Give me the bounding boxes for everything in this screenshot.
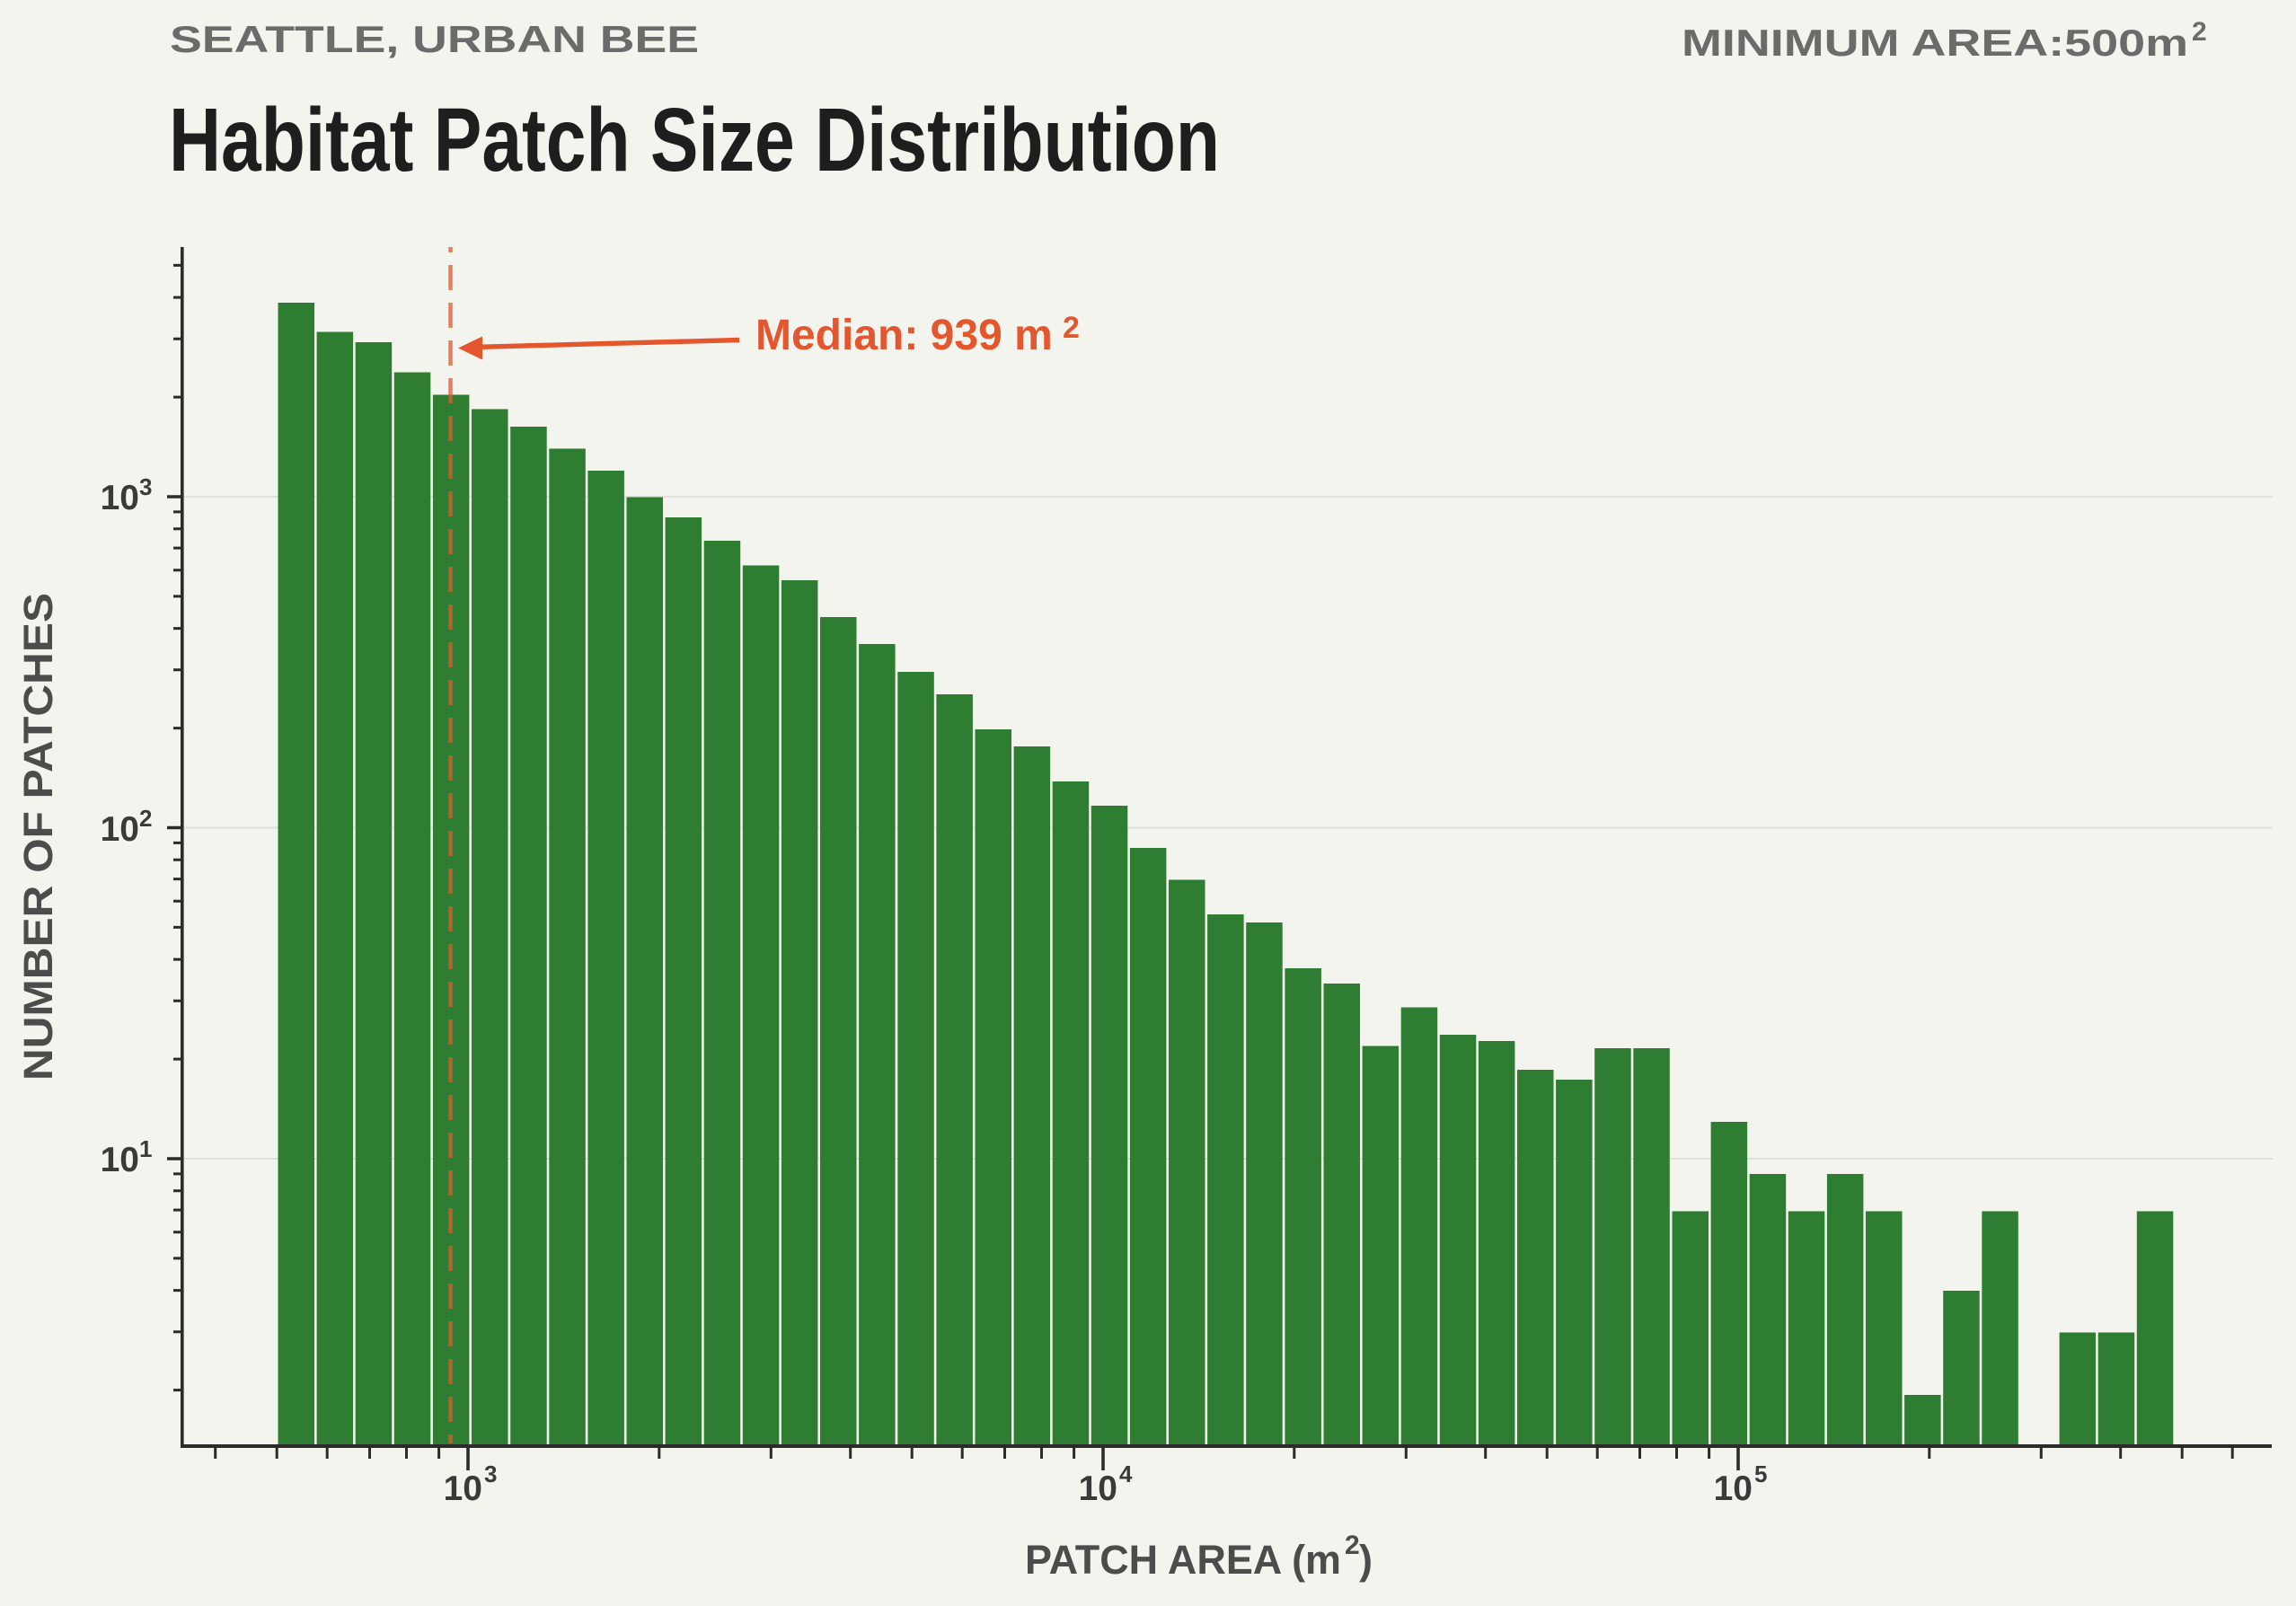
svg-text:10: 10 [101, 810, 139, 849]
svg-text:PATCH AREA (m: PATCH AREA (m [1025, 1537, 1341, 1583]
svg-text:): ) [1359, 1537, 1373, 1583]
svg-text:SEATTLE, URBAN BEE: SEATTLE, URBAN BEE [170, 18, 699, 60]
svg-text:3: 3 [484, 1460, 497, 1487]
svg-text:4: 4 [1119, 1460, 1133, 1487]
svg-text:10: 10 [1079, 1469, 1117, 1508]
svg-text:NUMBER OF PATCHES: NUMBER OF PATCHES [15, 593, 61, 1081]
svg-text:10: 10 [444, 1469, 482, 1508]
svg-text:2: 2 [1063, 311, 1080, 345]
svg-text:5: 5 [1754, 1460, 1767, 1487]
svg-text:2: 2 [139, 805, 152, 832]
svg-text:Median: 939 m: Median: 939 m [755, 312, 1053, 359]
svg-text:10: 10 [101, 479, 139, 517]
svg-text:2: 2 [2192, 17, 2207, 47]
svg-text:3: 3 [139, 473, 152, 500]
svg-text:10: 10 [101, 1141, 139, 1179]
svg-text:10: 10 [1714, 1469, 1753, 1508]
svg-text:2: 2 [1345, 1531, 1360, 1560]
svg-text:1: 1 [139, 1135, 152, 1162]
svg-text:Habitat Patch Size Distributio: Habitat Patch Size Distribution [169, 90, 1220, 190]
svg-text:MINIMUM AREA:500m: MINIMUM AREA:500m [1682, 22, 2188, 64]
